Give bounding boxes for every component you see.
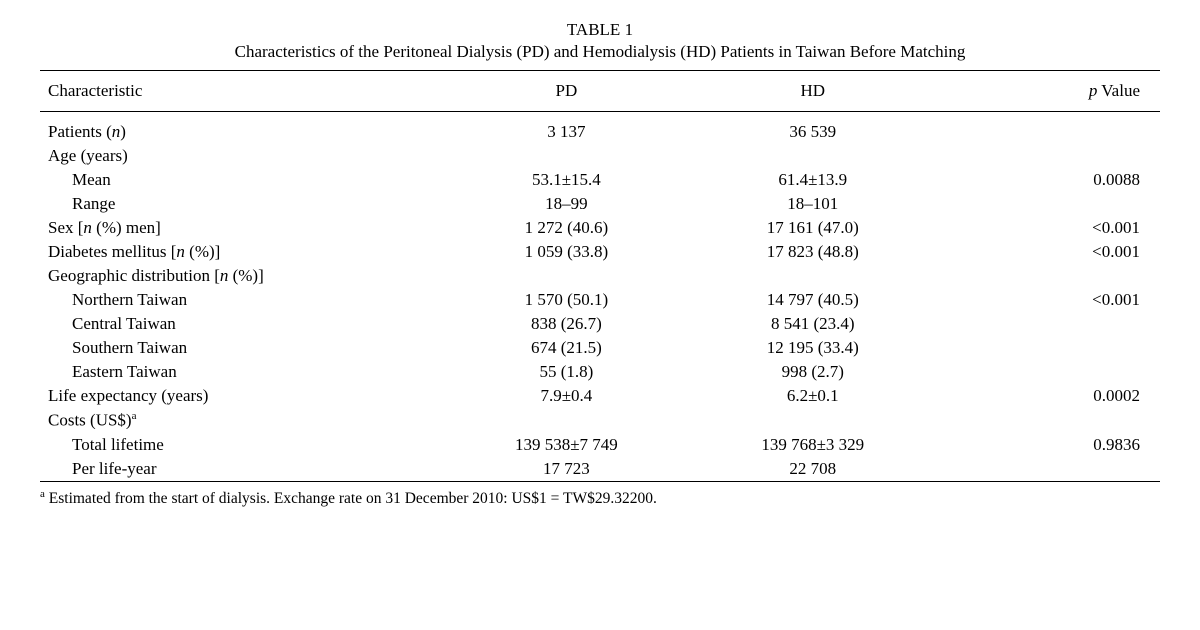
cell-p: <0.001: [936, 288, 1160, 312]
col-pvalue: p Value: [936, 71, 1160, 112]
table-row: Age (years): [40, 144, 1160, 168]
cell-pd: 17 723: [443, 457, 689, 482]
cell-pd: 55 (1.8): [443, 360, 689, 384]
cell-pd: 1 272 (40.6): [443, 216, 689, 240]
table-label: TABLE 1: [40, 20, 1160, 40]
header-row: Characteristic PD HD p Value: [40, 71, 1160, 112]
cell-label: Age (years): [40, 144, 443, 168]
cell-hd: 998 (2.7): [690, 360, 936, 384]
cell-hd: 6.2±0.1: [690, 384, 936, 408]
table-row: Total lifetime 139 538±7 749 139 768±3 3…: [40, 433, 1160, 457]
cell-p: [936, 112, 1160, 145]
table-row: Sex [n (%) men] 1 272 (40.6) 17 161 (47.…: [40, 216, 1160, 240]
cell-hd: 61.4±13.9: [690, 168, 936, 192]
cell-pd: 53.1±15.4: [443, 168, 689, 192]
table-row: Diabetes mellitus [n (%)] 1 059 (33.8) 1…: [40, 240, 1160, 264]
cell-label: Range: [40, 192, 443, 216]
cell-p: [936, 360, 1160, 384]
cell-p: 0.0088: [936, 168, 1160, 192]
cell-p: [936, 312, 1160, 336]
cell-label: Diabetes mellitus [n (%)]: [40, 240, 443, 264]
cell-label: Southern Taiwan: [40, 336, 443, 360]
cell-hd: 139 768±3 329: [690, 433, 936, 457]
cell-pd: 674 (21.5): [443, 336, 689, 360]
cell-pd: 139 538±7 749: [443, 433, 689, 457]
cell-label: Per life-year: [40, 457, 443, 482]
table-row: Northern Taiwan 1 570 (50.1) 14 797 (40.…: [40, 288, 1160, 312]
cell-label: Total lifetime: [40, 433, 443, 457]
cell-pd: 18–99: [443, 192, 689, 216]
col-pd: PD: [443, 71, 689, 112]
table-title: Characteristics of the Peritoneal Dialys…: [40, 42, 1160, 62]
cell-pd: 3 137: [443, 112, 689, 145]
cell-hd: 17 161 (47.0): [690, 216, 936, 240]
cell-label: Geographic distribution [n (%)]: [40, 264, 443, 288]
cell-label: Sex [n (%) men]: [40, 216, 443, 240]
table-row: Range 18–99 18–101: [40, 192, 1160, 216]
table-row: Mean 53.1±15.4 61.4±13.9 0.0088: [40, 168, 1160, 192]
table-row: Costs (US$)a: [40, 408, 1160, 433]
cell-label: Northern Taiwan: [40, 288, 443, 312]
cell-label: Patients (n): [40, 112, 443, 145]
cell-p: [936, 192, 1160, 216]
cell-pd: 1 059 (33.8): [443, 240, 689, 264]
table-row: Southern Taiwan 674 (21.5) 12 195 (33.4): [40, 336, 1160, 360]
cell-label: Mean: [40, 168, 443, 192]
cell-p: <0.001: [936, 240, 1160, 264]
cell-p: 0.0002: [936, 384, 1160, 408]
cell-hd: 18–101: [690, 192, 936, 216]
table-row: Per life-year 17 723 22 708: [40, 457, 1160, 482]
cell-label: Costs (US$)a: [40, 408, 443, 433]
cell-hd: 22 708: [690, 457, 936, 482]
table-footnote: a Estimated from the start of dialysis. …: [40, 488, 1160, 508]
cell-hd: 8 541 (23.4): [690, 312, 936, 336]
cell-pd: 838 (26.7): [443, 312, 689, 336]
table-row: Central Taiwan 838 (26.7) 8 541 (23.4): [40, 312, 1160, 336]
table-row: Geographic distribution [n (%)]: [40, 264, 1160, 288]
cell-hd: 12 195 (33.4): [690, 336, 936, 360]
cell-p: [936, 457, 1160, 482]
cell-hd: 17 823 (48.8): [690, 240, 936, 264]
col-hd: HD: [690, 71, 936, 112]
cell-label: Eastern Taiwan: [40, 360, 443, 384]
cell-p: 0.9836: [936, 433, 1160, 457]
table-row: Eastern Taiwan 55 (1.8) 998 (2.7): [40, 360, 1160, 384]
characteristics-table: Characteristic PD HD p Value Patients (n…: [40, 70, 1160, 482]
cell-p: [936, 336, 1160, 360]
cell-hd: 14 797 (40.5): [690, 288, 936, 312]
table-row: Life expectancy (years) 7.9±0.4 6.2±0.1 …: [40, 384, 1160, 408]
cell-label: Life expectancy (years): [40, 384, 443, 408]
cell-label: Central Taiwan: [40, 312, 443, 336]
table-row: Patients (n) 3 137 36 539: [40, 112, 1160, 145]
cell-p: <0.001: [936, 216, 1160, 240]
cell-pd: 1 570 (50.1): [443, 288, 689, 312]
cell-pd: 7.9±0.4: [443, 384, 689, 408]
cell-hd: 36 539: [690, 112, 936, 145]
col-characteristic: Characteristic: [40, 71, 443, 112]
